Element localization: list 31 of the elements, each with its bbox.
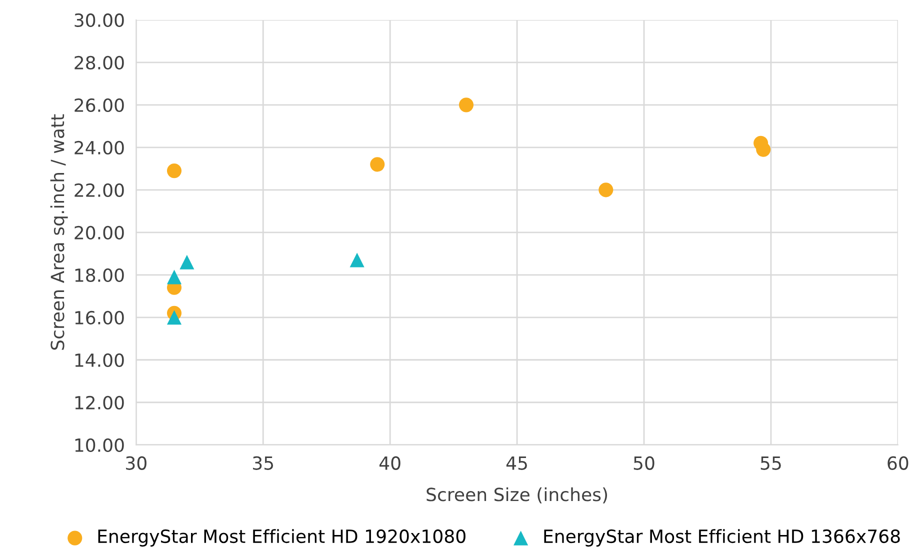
- y-tick-label: 12.00: [75, 396, 124, 410]
- x-tick-label: 60: [888, 456, 908, 470]
- point: [166, 164, 182, 178]
- x-axis-title: Screen Size (inches): [426, 487, 608, 504]
- x-tick-label: 50: [634, 456, 654, 470]
- point: [370, 157, 385, 172]
- x-tick-label: 35: [253, 456, 274, 470]
- y-tick-label: 30.00: [74, 13, 124, 28]
- y-tick-label: 24.00: [74, 140, 124, 155]
- y-tick-label: 28.00: [74, 56, 124, 70]
- legend-label: EnergyStar Most Efficient HD 1366x768: [544, 529, 900, 547]
- point: [166, 270, 182, 284]
- point: [458, 98, 474, 112]
- x-tick-label: 40: [379, 456, 400, 470]
- y-tick-label: 20.00: [74, 226, 124, 240]
- legend-label: EnergyStar Most Efficient HD 1920x1080: [98, 529, 466, 547]
- point: [756, 142, 771, 157]
- y-tick-label: 22.00: [74, 183, 124, 198]
- y-tick-label: 14.00: [75, 353, 124, 367]
- x-tick-label: 45: [506, 456, 527, 470]
- x-tick-label: 30: [126, 456, 146, 470]
- point: [166, 310, 182, 325]
- y-tick-label: 10.00: [75, 438, 124, 452]
- x-tick-label: 55: [760, 456, 781, 470]
- point: [180, 254, 194, 270]
- y-tick-label: 26.00: [74, 98, 124, 112]
- y-tick-label: 18.00: [75, 268, 124, 282]
- y-axis-title: Screen Area sq.inch / watt: [50, 114, 68, 350]
- point: [598, 182, 614, 198]
- y-tick-label: 16.00: [75, 310, 124, 325]
- point: [350, 252, 364, 268]
